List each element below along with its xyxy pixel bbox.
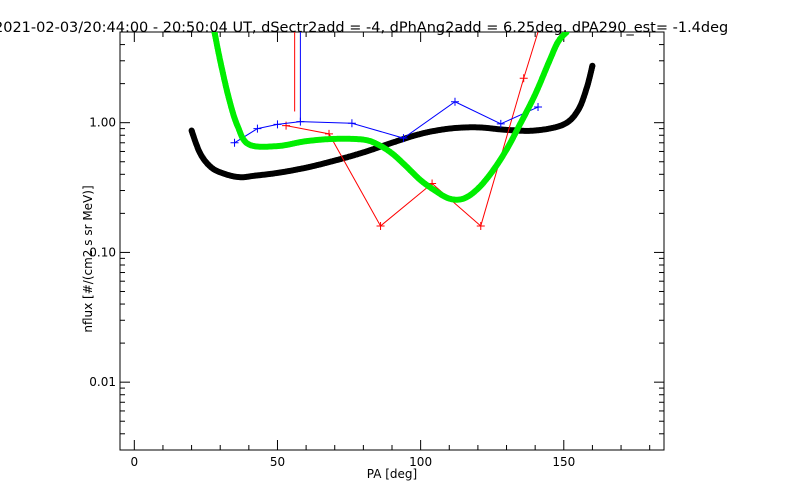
data-point-marker — [519, 74, 528, 83]
curve-dot — [589, 62, 596, 69]
x-tick-label: 150 — [552, 455, 575, 469]
axes-layer: 0 50 100 150 0.01 0.10 1.00 — [89, 31, 664, 469]
data-point-marker — [534, 103, 543, 112]
data-point-marker — [273, 120, 282, 129]
data-point-marker — [230, 138, 239, 147]
y-tick-label: 0.10 — [89, 245, 116, 259]
x-tick-label: 0 — [130, 455, 138, 469]
data-point-marker — [347, 119, 356, 128]
series-curve-3 — [211, 32, 570, 203]
data-point-marker — [450, 97, 459, 106]
y-tick-label: 1.00 — [89, 116, 116, 130]
series-line-0 — [230, 32, 543, 147]
data-point-marker — [399, 134, 408, 143]
x-tick-label: 50 — [270, 455, 285, 469]
chart-title: 2021-02-03/20:44:00 - 20:50:04 UT, dSect… — [0, 20, 728, 36]
data-point-marker — [376, 221, 385, 230]
curve-dot — [563, 32, 570, 35]
data-point-marker — [253, 124, 262, 133]
data-point-marker — [296, 117, 305, 126]
data-point-marker — [496, 119, 505, 128]
series-layer — [188, 32, 596, 230]
data-point-marker — [476, 221, 485, 230]
x-tick-label: 100 — [409, 455, 432, 469]
series-curve-2 — [188, 62, 596, 181]
x-axis-label: PA [deg] — [367, 467, 417, 481]
y-tick-label: 0.01 — [89, 375, 116, 389]
series-line — [234, 101, 539, 144]
y-axis-label: nflux [#/(cm2 s sr MeV)] — [81, 185, 95, 332]
